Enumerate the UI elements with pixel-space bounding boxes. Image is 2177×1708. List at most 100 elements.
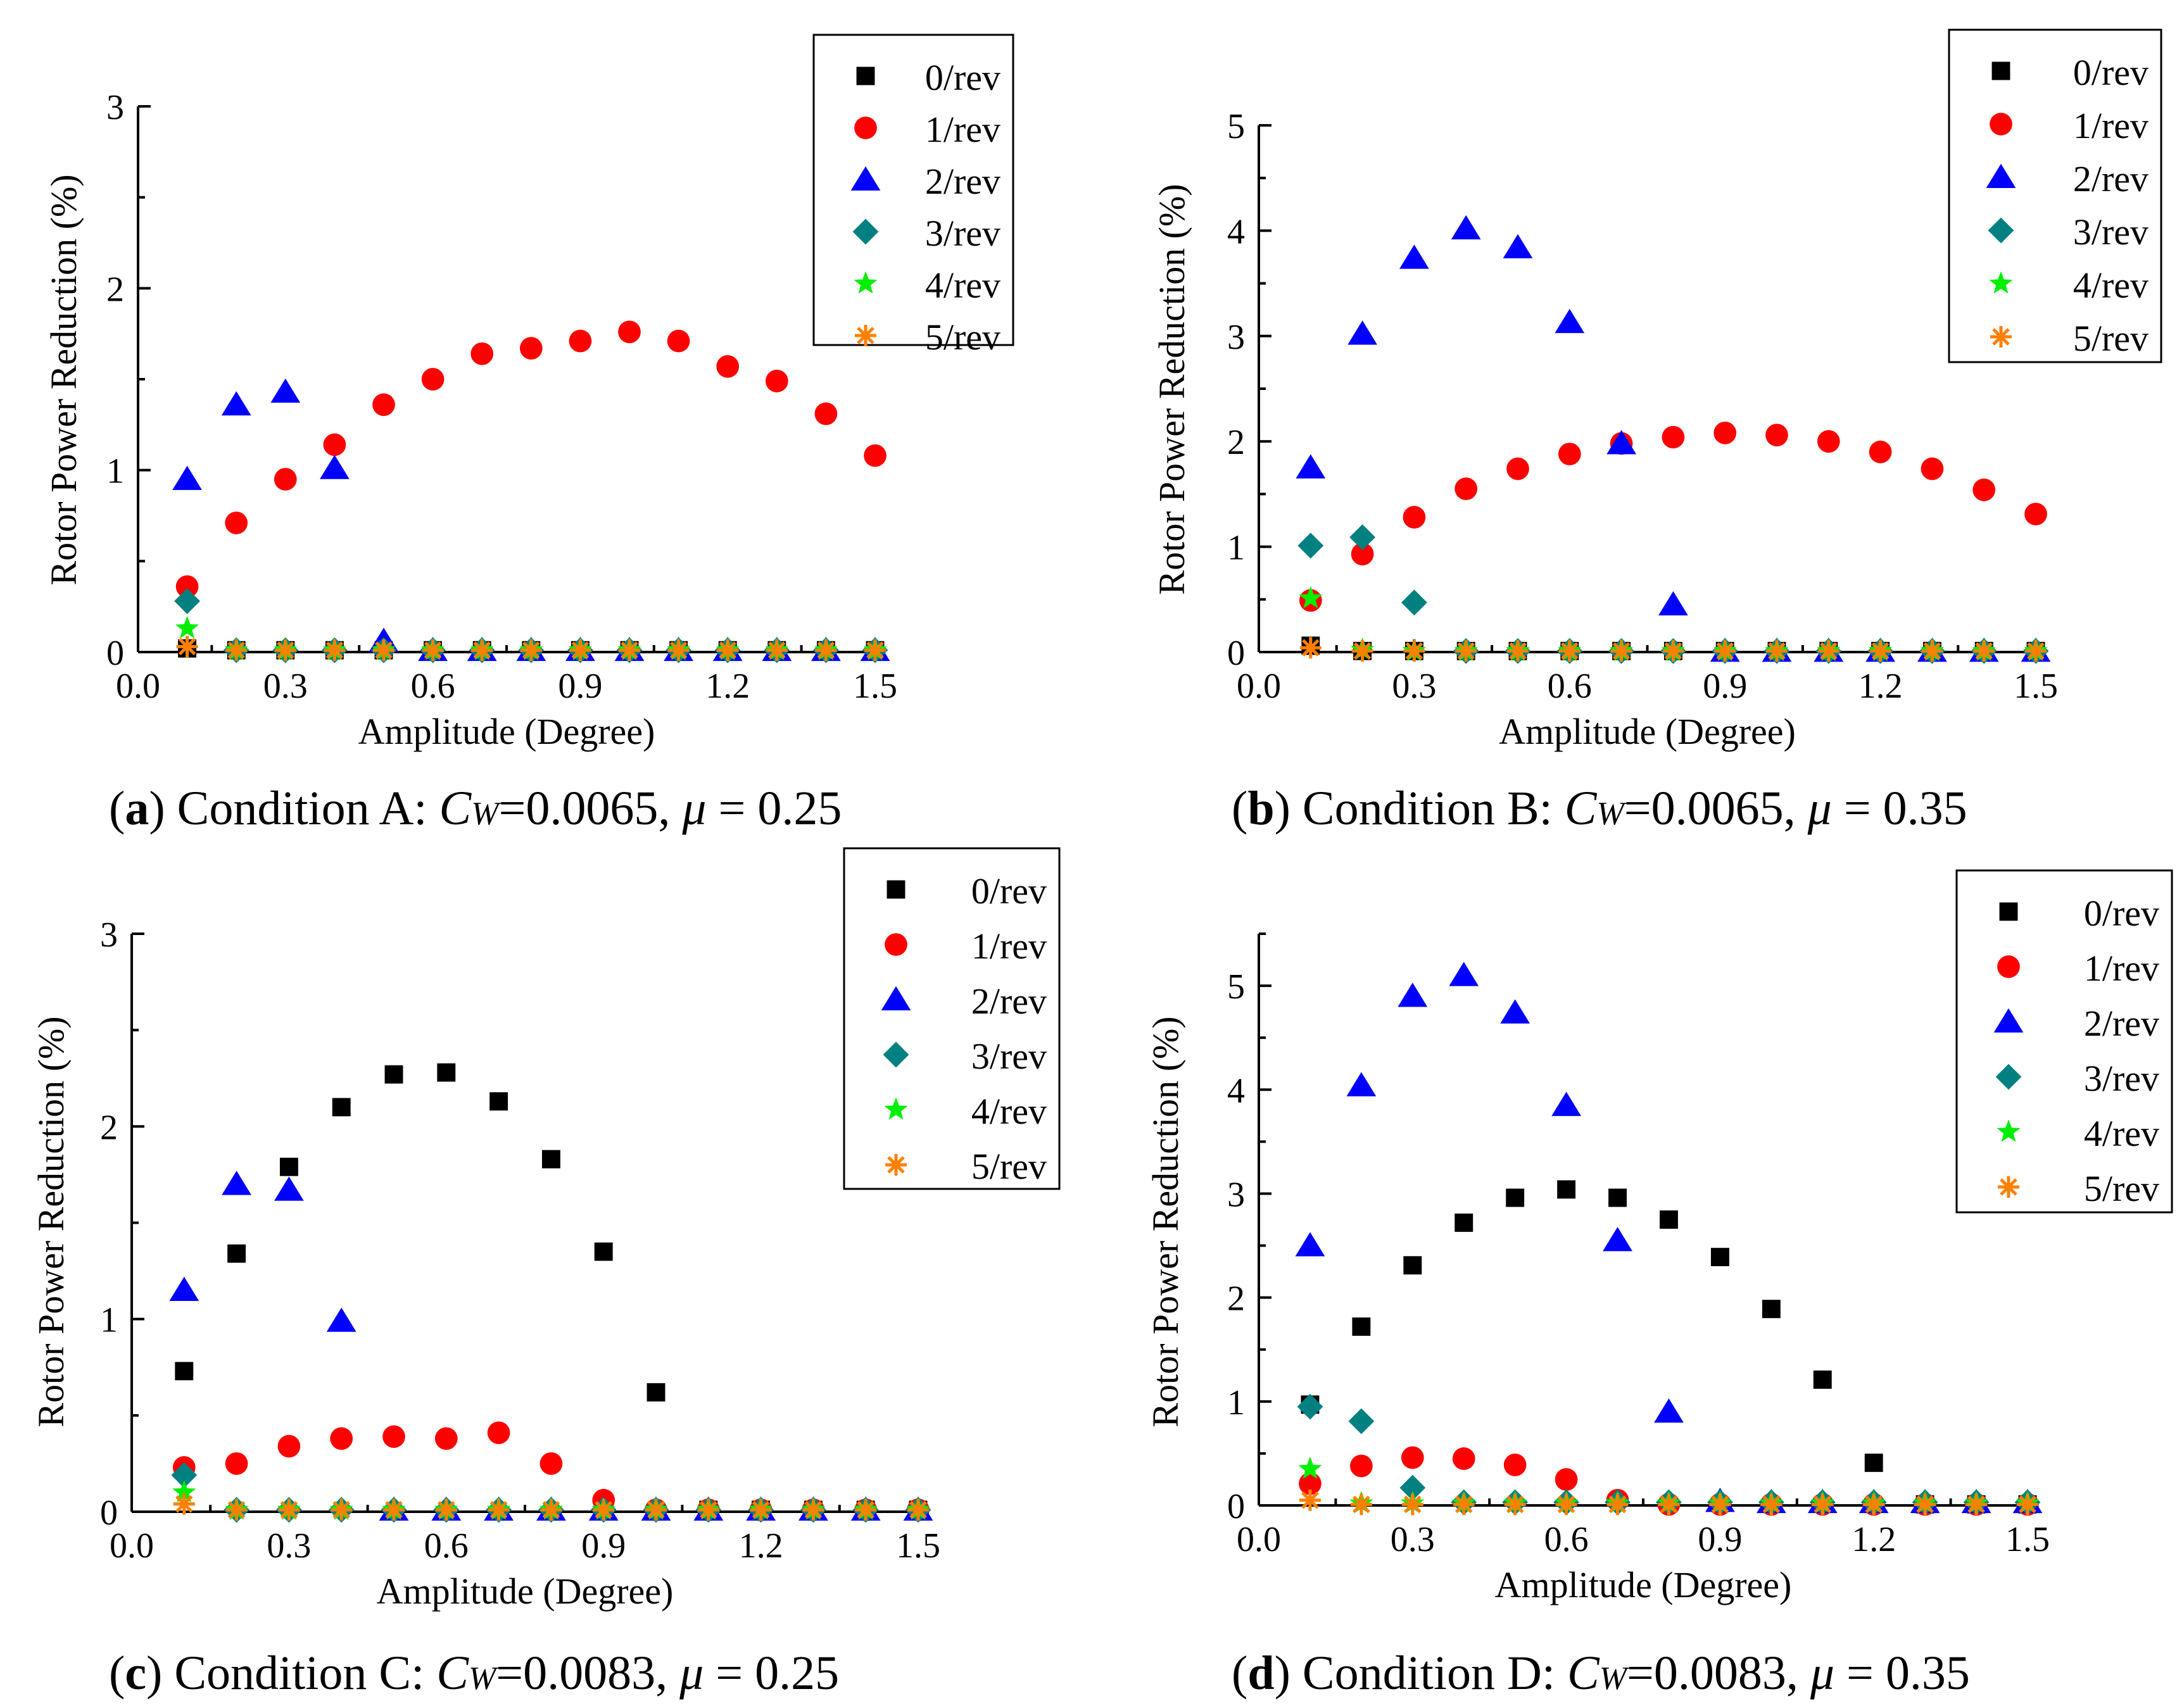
legend-label: 4/rev bbox=[971, 1091, 1047, 1132]
data-point bbox=[1401, 1446, 1424, 1469]
data-point bbox=[1297, 1393, 1323, 1420]
y-tick-label: 0 bbox=[106, 634, 124, 673]
data-point bbox=[1658, 1493, 1680, 1516]
x-tick-label: 1.2 bbox=[739, 1526, 783, 1566]
legend-marker bbox=[1997, 955, 2020, 978]
data-point bbox=[1298, 1457, 1322, 1479]
legend-marker bbox=[1988, 217, 2014, 244]
data-point bbox=[1351, 543, 1374, 566]
y-tick-label: 3 bbox=[100, 915, 118, 955]
data-point bbox=[1760, 1493, 1783, 1516]
data-point bbox=[1507, 640, 1529, 662]
data-point bbox=[1555, 308, 1585, 334]
data-point bbox=[864, 639, 886, 662]
caption-part: ( bbox=[1232, 782, 1247, 835]
data-point bbox=[1551, 1091, 1581, 1116]
legend-label: 5/rev bbox=[2084, 1168, 2159, 1209]
data-point bbox=[1555, 1468, 1578, 1491]
x-tick-label: 0.9 bbox=[558, 667, 602, 706]
x-tick-label: 0.3 bbox=[1392, 667, 1436, 706]
x-tick-label: 1.2 bbox=[1858, 667, 1903, 706]
data-point bbox=[221, 391, 251, 416]
legend-marker bbox=[884, 1097, 908, 1120]
legend: 0/rev 1/rev 2/rev 3/rev 4/rev 5/rev bbox=[843, 847, 1061, 1190]
legend-marker bbox=[855, 325, 876, 346]
legend-box bbox=[812, 34, 1014, 346]
data-point bbox=[434, 1427, 458, 1450]
legend-marker bbox=[1999, 902, 2018, 921]
data-point bbox=[1500, 999, 1530, 1024]
series-5-rev bbox=[176, 636, 886, 662]
data-point bbox=[750, 1499, 772, 1521]
legend-marker bbox=[881, 986, 911, 1010]
legend-label: 3/rev bbox=[971, 1036, 1047, 1077]
caption-part: ) Condition A: bbox=[149, 782, 439, 835]
data-point bbox=[488, 1499, 510, 1521]
data-point bbox=[225, 1452, 248, 1475]
legend-label: 2/rev bbox=[2073, 158, 2149, 199]
data-point bbox=[667, 329, 690, 353]
legend-marker bbox=[1989, 271, 2013, 294]
data-point bbox=[619, 639, 640, 662]
data-point bbox=[1606, 430, 1636, 455]
legend-marker bbox=[1993, 1008, 2024, 1033]
data-point bbox=[1658, 591, 1688, 616]
y-tick-label: 1 bbox=[100, 1301, 118, 1340]
y-tick-label: 2 bbox=[1227, 1279, 1245, 1319]
legend-box bbox=[843, 847, 1061, 1190]
caption-part: W bbox=[1596, 796, 1627, 832]
data-point bbox=[1403, 640, 1425, 662]
data-point bbox=[1350, 1454, 1373, 1478]
data-point bbox=[855, 1499, 877, 1521]
legend-label: 0/rev bbox=[971, 870, 1047, 912]
data-point bbox=[1713, 422, 1737, 444]
data-point bbox=[520, 639, 542, 662]
data-point bbox=[1346, 1072, 1377, 1096]
data-point bbox=[1452, 1447, 1475, 1470]
data-point bbox=[383, 1499, 405, 1521]
data-point bbox=[1766, 640, 1788, 662]
caption-part: ( bbox=[109, 1647, 125, 1700]
data-point bbox=[227, 1244, 246, 1263]
x-tick-label: 1.5 bbox=[2014, 667, 2058, 706]
data-point bbox=[372, 393, 395, 417]
y-tick-label: 5 bbox=[1227, 967, 1245, 1007]
x-tick-label: 0.3 bbox=[1391, 1520, 1435, 1559]
data-point bbox=[2025, 640, 2047, 662]
data-point bbox=[697, 1499, 719, 1521]
data-point bbox=[274, 468, 297, 491]
data-point bbox=[278, 1499, 300, 1521]
data-point bbox=[332, 1098, 351, 1117]
x-tick-label: 0.3 bbox=[267, 1526, 311, 1566]
data-point bbox=[1398, 983, 1428, 1007]
legend-marker bbox=[850, 166, 881, 191]
x-tick-label: 1.5 bbox=[2005, 1520, 2050, 1559]
series-5-rev bbox=[173, 1493, 929, 1521]
panel-caption: (b) Condition B: CW=0.0065, μ = 0.35 bbox=[1232, 782, 1967, 835]
data-point bbox=[323, 433, 346, 456]
x-tick-label: 0.0 bbox=[116, 667, 160, 706]
data-point bbox=[1869, 640, 1891, 662]
y-axis-title: Rotor Power Reduction (%) bbox=[30, 1016, 72, 1427]
caption-part: W bbox=[469, 1661, 499, 1697]
legend-label: 0/rev bbox=[2084, 893, 2159, 934]
data-point bbox=[1914, 1493, 1936, 1516]
caption-part: ( bbox=[109, 782, 125, 835]
data-point bbox=[1603, 1227, 1632, 1252]
y-tick-label: 2 bbox=[1227, 423, 1245, 462]
legend-label: 4/rev bbox=[2073, 265, 2149, 306]
data-point bbox=[1973, 640, 1995, 662]
data-point bbox=[175, 575, 199, 598]
data-point bbox=[766, 639, 788, 662]
caption-part: =0.0065, bbox=[499, 782, 683, 835]
y-tick-label: 4 bbox=[1227, 212, 1245, 251]
data-point bbox=[1555, 1493, 1577, 1516]
data-point bbox=[225, 639, 248, 662]
data-point bbox=[1714, 640, 1736, 662]
data-point bbox=[172, 465, 202, 491]
data-point bbox=[1453, 1493, 1475, 1516]
x-tick-label: 0.9 bbox=[581, 1526, 626, 1566]
data-point bbox=[435, 1499, 457, 1521]
legend-label: 0/rev bbox=[925, 57, 1000, 98]
